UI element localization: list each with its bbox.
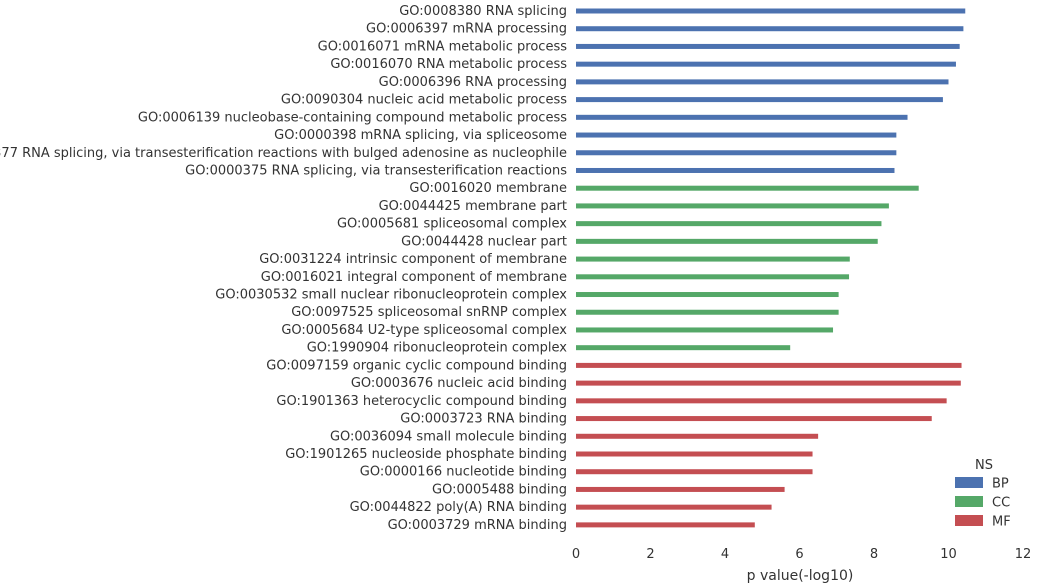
x-tick-label: 8 xyxy=(870,547,878,562)
y-tick-label: GO:0016071 mRNA metabolic process xyxy=(318,39,568,54)
legend-swatch-bp xyxy=(955,477,983,488)
bar-cc xyxy=(576,221,882,227)
y-tick-label: GO:1901363 heterocyclic compound binding xyxy=(276,394,567,409)
y-tick-label: GO:0008380 RNA splicing xyxy=(399,4,567,19)
x-tick-label: 4 xyxy=(721,547,729,562)
y-tick-label: GO:0090304 nucleic acid metabolic proces… xyxy=(281,93,567,108)
y-tick-label: GO:1990904 ribonucleoprotein complex xyxy=(307,341,568,356)
legend-swatch-mf xyxy=(955,515,983,526)
bar-bp xyxy=(576,43,960,49)
bar-cc xyxy=(576,327,834,333)
bar-cc xyxy=(576,185,919,191)
y-tick-label: GO:0000166 nucleotide binding xyxy=(360,465,567,480)
legend-title: NS xyxy=(975,458,993,473)
bar-mf xyxy=(576,380,961,386)
y-tick-label: GO:0000375 RNA splicing, via transesteri… xyxy=(185,163,567,178)
bar-cc xyxy=(576,274,850,280)
y-tick-labels: GO:0008380 RNA splicing GO:0006397 mRNA p… xyxy=(0,4,567,533)
bar-bp xyxy=(576,26,964,32)
bar-bp xyxy=(576,97,943,103)
x-tick-label: 12 xyxy=(1015,547,1032,562)
y-tick-label: GO:0016021 integral component of membran… xyxy=(261,270,567,285)
y-tick-label: GO:0031224 intrinsic component of membra… xyxy=(259,252,567,267)
bars-layer xyxy=(576,8,966,528)
bar-bp xyxy=(576,114,908,120)
bar-mf xyxy=(576,486,785,492)
x-tick-label: 6 xyxy=(795,547,803,562)
bar-mf xyxy=(576,451,813,457)
y-tick-label: GO:0044822 poly(A) RNA binding xyxy=(350,500,567,515)
x-tick-label: 2 xyxy=(646,547,654,562)
bar-mf xyxy=(576,416,932,422)
y-tick-label: GO:0006139 nucleobase-containing compoun… xyxy=(138,110,567,125)
bar-bp xyxy=(576,79,949,85)
y-tick-label: GO:0005684 U2-type spliceosomal complex xyxy=(281,323,567,338)
legend-label-bp: BP xyxy=(992,477,1009,492)
x-tick-label: 10 xyxy=(940,547,957,562)
bar-bp xyxy=(576,8,966,14)
y-tick-label: GO:0044428 nuclear part xyxy=(401,234,567,249)
bar-mf xyxy=(576,398,947,404)
y-tick-label: GO:0030532 small nuclear ribonucleoprote… xyxy=(215,288,567,303)
y-tick-label: GO:0044425 membrane part xyxy=(379,199,567,214)
bar-bp xyxy=(576,61,956,67)
bar-bp xyxy=(576,132,897,138)
y-tick-label: GO:0097159 organic cyclic compound bindi… xyxy=(266,358,567,373)
x-tick-labels: 0 2 4 6 8 10 12 xyxy=(572,547,1031,562)
bar-mf xyxy=(576,433,819,439)
y-tick-label: GO:0006397 mRNA processing xyxy=(366,22,567,37)
bar-bp xyxy=(576,150,897,156)
y-tick-label: GO:0000398 mRNA splicing, via spliceosom… xyxy=(274,128,567,143)
legend-swatch-cc xyxy=(955,496,983,507)
legend-label-cc: CC xyxy=(992,496,1010,511)
y-tick-label: GO:0005681 spliceosomal complex xyxy=(337,217,567,232)
y-tick-label: GO:0036094 small molecule binding xyxy=(330,429,567,444)
y-tick-label: GO:1901265 nucleoside phosphate binding xyxy=(285,447,567,462)
y-tick-label: GO:0006396 RNA processing xyxy=(379,75,567,90)
bar-bp xyxy=(576,167,895,173)
y-tick-label: GO:0003676 nucleic acid binding xyxy=(351,376,567,391)
y-tick-label: GO:0003729 mRNA binding xyxy=(388,518,567,533)
x-axis-label: p value(-log10) xyxy=(747,568,854,584)
bar-cc xyxy=(576,309,839,315)
bar-mf xyxy=(576,469,813,475)
y-tick-label: GO:0000377 RNA splicing, via transesteri… xyxy=(0,146,567,161)
bar-cc xyxy=(576,256,850,262)
bar-cc xyxy=(576,345,791,351)
bar-mf xyxy=(576,522,755,528)
y-tick-label: GO:0016020 membrane xyxy=(409,181,567,196)
bar-cc xyxy=(576,203,889,209)
y-tick-label: GO:0097525 spliceosomal snRNP complex xyxy=(291,305,567,320)
legend-label-mf: MF xyxy=(992,515,1011,530)
y-tick-label: GO:0016070 RNA metabolic process xyxy=(330,57,567,72)
y-tick-label: GO:0005488 binding xyxy=(432,482,567,497)
bar-mf xyxy=(576,504,772,510)
legend: NS BP CC MF xyxy=(955,458,1011,530)
x-tick-label: 0 xyxy=(572,547,580,562)
bar-cc xyxy=(576,238,878,244)
legend-items: BP CC MF xyxy=(955,477,1011,530)
bar-cc xyxy=(576,292,839,298)
y-tick-label: GO:0003723 RNA binding xyxy=(400,412,567,427)
bar-mf xyxy=(576,362,962,368)
